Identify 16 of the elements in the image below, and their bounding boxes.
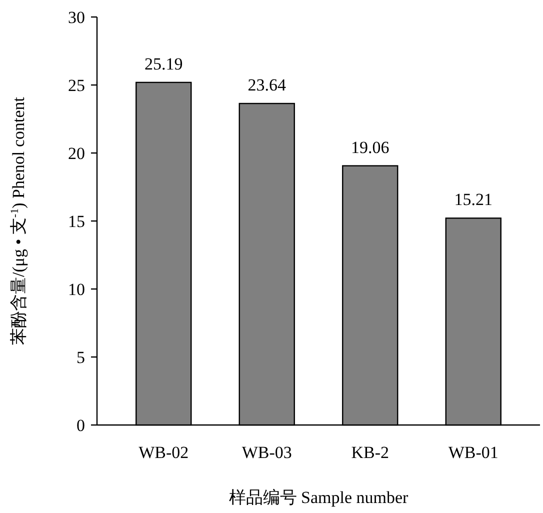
x-tick-label: WB-03 [242, 443, 292, 462]
x-axis-title: 样品编号 Sample number [228, 488, 409, 507]
y-tick-label: 5 [76, 348, 85, 367]
y-tick-label: 0 [76, 416, 85, 435]
y-tick-label: 30 [68, 8, 85, 27]
y-tick-label: 15 [68, 212, 85, 231]
data-label: 15.21 [454, 190, 492, 210]
data-label: 25.19 [144, 54, 183, 74]
x-tick-label: KB-2 [351, 443, 390, 462]
data-label: 23.64 [248, 75, 286, 94]
y-tick-label: 10 [68, 280, 85, 299]
data-label: 19.06 [351, 138, 390, 157]
y-tick-label: 20 [68, 144, 85, 163]
y-tick-label: 25 [68, 76, 85, 95]
x-tick-label: WB-02 [138, 443, 189, 462]
x-tick-label: WB-01 [448, 443, 498, 462]
